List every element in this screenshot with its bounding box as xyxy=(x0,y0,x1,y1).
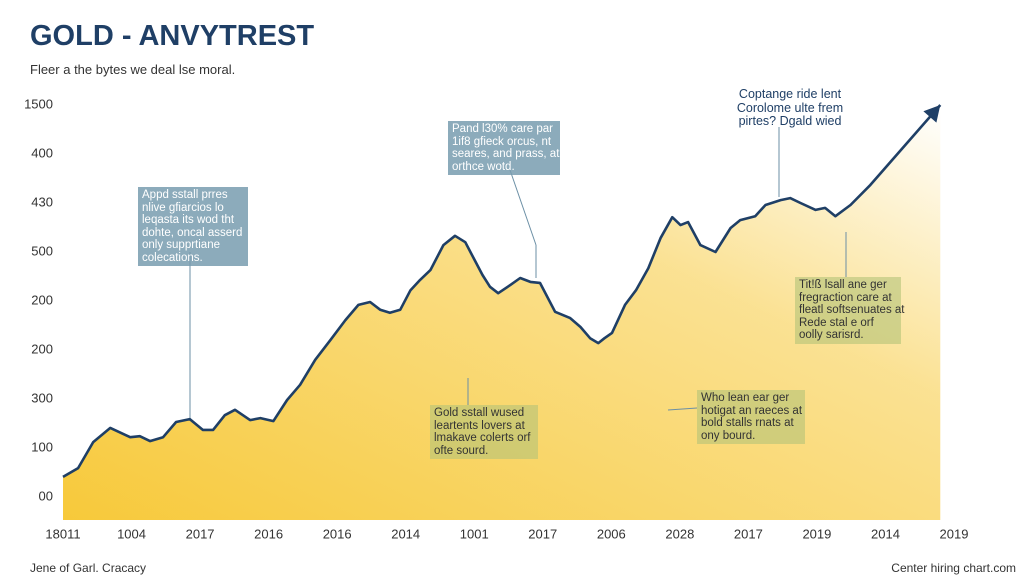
x-tick-label: 2017 xyxy=(734,526,763,541)
annotation-line: pirtes? Dgald wied xyxy=(738,114,842,128)
arrow-head xyxy=(923,105,941,123)
annotation: Appd sstall prres nlive gfiarcios lo leqas… xyxy=(138,187,248,266)
annotation-line: Rede stal e orf xyxy=(799,316,874,329)
annotation-line: Gold sstall wused xyxy=(434,407,525,419)
y-tick-label: 430 xyxy=(31,194,53,209)
x-tick-label: 2014 xyxy=(871,526,900,541)
subtitle: Fleer a the bytes we deal lse moral. xyxy=(30,62,236,77)
x-tick-label: 2014 xyxy=(391,526,420,541)
y-tick-label: 400 xyxy=(31,145,53,160)
y-tick-label: 300 xyxy=(31,390,53,405)
annotation-line: fleatl softsenuates at xyxy=(799,304,905,316)
footer-left: Jene of Garl. Cracacy xyxy=(30,561,147,575)
y-tick-label: 100 xyxy=(31,439,53,454)
annotation: Pand l30% care par 1if8 gfieck orcus, nt s… xyxy=(448,121,560,175)
annotation-line: leartents lovers at xyxy=(434,419,525,432)
x-tick-label: 1004 xyxy=(117,526,146,541)
x-tick-label: 2019 xyxy=(940,526,969,541)
annotation-line: Corolome ulte frem xyxy=(736,100,844,115)
annotation-line: Pand l30% care par xyxy=(452,123,554,135)
annotation-line: Who lean ear ger xyxy=(701,392,790,404)
y-tick-label: 200 xyxy=(31,341,53,356)
annotation-line: fregraction care at xyxy=(799,291,892,304)
y-tick-label: 00 xyxy=(39,488,53,503)
annotation-line: ofte sourd. xyxy=(434,444,489,457)
annotation: Coptange ride lent Corolome ulte frem pirt… xyxy=(730,86,850,131)
x-tick-label: 2017 xyxy=(186,526,215,541)
y-tick-label: 1500 xyxy=(24,96,53,111)
x-tick-label: 2017 xyxy=(528,526,557,541)
x-tick-label: 2006 xyxy=(597,526,626,541)
x-tick-label: 2016 xyxy=(254,526,283,541)
y-tick-label: 500 xyxy=(31,243,53,258)
annotation-line: nlive gfiarcios lo xyxy=(142,201,224,214)
footer-right: Center hiring chart.com xyxy=(891,561,1016,575)
annotation-line: bold stalls rnats at xyxy=(701,417,794,429)
annotation-line: leqasta its wod tht xyxy=(142,214,235,226)
annotation-line: Appd sstall prres xyxy=(142,189,228,201)
x-tick-label: 2019 xyxy=(802,526,831,541)
annotation-line: hotigat an raeces at xyxy=(701,404,803,417)
annotation: Gold sstall wused leartents lovers at lmak… xyxy=(430,405,538,459)
x-tick-label: 1001 xyxy=(460,526,489,541)
y-tick-label: 200 xyxy=(31,292,53,307)
annotation-line: only supprtiane xyxy=(142,239,220,251)
x-tick-label: 2016 xyxy=(323,526,352,541)
annotation-line: Tit!ß lsall ane ger xyxy=(799,279,887,291)
annotation: Tit!ß lsall ane ger fregraction care at fl… xyxy=(795,277,905,344)
annotation-line: ony bourd. xyxy=(701,429,756,442)
x-tick-label: 18011 xyxy=(45,526,80,541)
connector xyxy=(667,407,698,411)
annotation-line: oolly sarisrd. xyxy=(799,329,864,341)
x-tick-label: 2028 xyxy=(665,526,694,541)
annotation-line: dohte, oncal asserd xyxy=(142,226,243,239)
connector xyxy=(509,169,537,246)
chart-title: GOLD - ANVYTREST xyxy=(30,20,315,52)
annotation: Who lean ear ger hotigat an raeces at bold… xyxy=(697,390,805,444)
annotation-line: Coptange ride lent xyxy=(738,87,842,101)
annotation-line: colecations. xyxy=(142,251,203,264)
annotation-line: orthce wotd. xyxy=(452,160,515,173)
annotation-line: 1if8 gfieck orcus, nt xyxy=(452,135,552,148)
annotation-line: lmakave colerts orf xyxy=(434,432,531,444)
annotation-line: seares, and prass, at xyxy=(452,148,560,160)
line xyxy=(62,104,942,479)
